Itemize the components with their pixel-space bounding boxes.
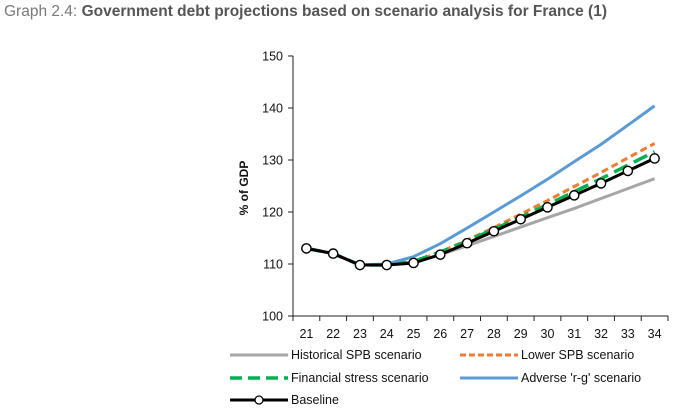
y-tick-label: 120 <box>262 206 283 220</box>
legend-label: Lower SPB scenario <box>521 348 634 362</box>
series-financial-stress-scenario <box>306 150 656 267</box>
legend-item-baseline: Baseline <box>230 393 339 407</box>
baseline-point <box>327 248 339 259</box>
y-tick-label: 130 <box>262 154 283 168</box>
chart-title: Graph 2.4: Government debt projections b… <box>4 3 607 21</box>
y-tick-label: 100 <box>262 310 283 324</box>
baseline-point <box>301 243 312 254</box>
x-tick-label: 26 <box>433 327 447 341</box>
series-line-financial-stress-scenario <box>306 150 656 267</box>
y-tick-label: 140 <box>262 102 283 116</box>
baseline-point <box>488 225 500 237</box>
x-axis: 21 22 23 24 25 26 27 28 29 30 31 32 33 34 <box>292 315 669 341</box>
legend-item-financial-stress-scenario: Financial stress scenario <box>230 371 429 385</box>
legend-item-historical-spb-scenario: Historical SPB scenario <box>230 348 422 362</box>
y-axis: 100 110 120 130 140 150 <box>262 50 294 324</box>
legend-label: Historical SPB scenario <box>291 348 422 362</box>
y-tick-label: 110 <box>263 258 283 272</box>
x-tick-label: 29 <box>514 327 528 341</box>
x-tick-label: 24 <box>380 327 394 341</box>
x-tick-label: 22 <box>326 327 340 341</box>
legend-marker <box>254 395 264 405</box>
baseline-point <box>435 249 446 260</box>
x-tick-label: 23 <box>353 327 367 341</box>
baseline-point <box>354 259 366 271</box>
x-tick-label: 28 <box>487 327 501 341</box>
baseline-point <box>461 237 473 249</box>
x-tick-label: 32 <box>594 327 608 341</box>
legend: Historical SPB scenario Lower SPB scenari… <box>230 348 641 407</box>
baseline-point <box>595 178 607 189</box>
x-tick-label: 25 <box>407 327 421 341</box>
series-line-baseline <box>306 157 656 267</box>
series-line-lower-spb-scenario <box>306 142 656 267</box>
legend-label: Adverse 'r-g' scenario <box>521 371 641 385</box>
x-tick-label: 27 <box>460 327 474 341</box>
legend-item-lower-spb-scenario: Lower SPB scenario <box>460 348 634 362</box>
x-tick-label: 21 <box>299 327 313 341</box>
legend-label: Baseline <box>291 393 339 407</box>
y-tick-label: 150 <box>262 50 283 64</box>
baseline-point <box>408 257 419 269</box>
x-tick-label: 34 <box>648 327 662 341</box>
series-lower-spb-scenario <box>306 142 656 267</box>
series-baseline <box>301 153 660 271</box>
baseline-point <box>649 153 660 164</box>
series-lines <box>301 104 660 271</box>
y-axis-label: % of GDP <box>237 161 251 216</box>
x-tick-label: 30 <box>541 327 555 341</box>
graph-title: Government debt projections based on sce… <box>81 3 607 20</box>
series-historical-spb-scenario <box>306 177 656 267</box>
baseline-point <box>622 165 634 177</box>
graph-number: Graph 2.4: <box>4 3 78 20</box>
baseline-point <box>381 259 393 271</box>
x-tick-label: 31 <box>567 327 581 341</box>
legend-item-adverse-r-g-scenario: Adverse 'r-g' scenario <box>460 371 641 385</box>
baseline-point <box>542 202 553 213</box>
baseline-point <box>515 213 526 225</box>
series-line-historical-spb-scenario <box>306 177 656 267</box>
legend-label: Financial stress scenario <box>291 371 429 385</box>
baseline-point <box>568 190 580 201</box>
x-tick-label: 33 <box>621 327 635 341</box>
